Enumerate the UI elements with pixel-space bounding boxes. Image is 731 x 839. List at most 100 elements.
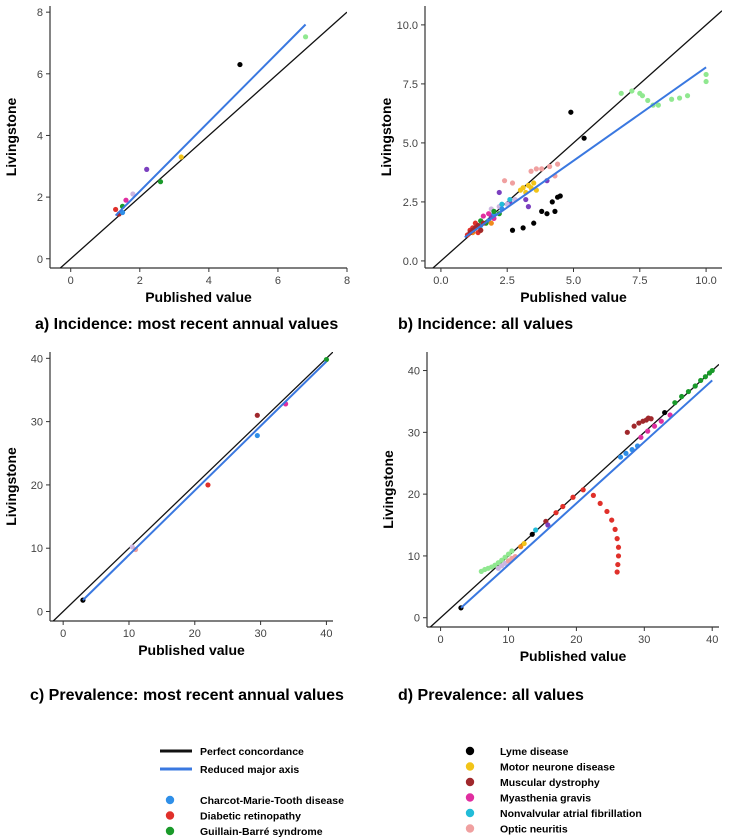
data-point [553,510,559,516]
data-point [488,220,494,226]
x-tick-label: 30 [254,628,266,640]
data-point [703,78,709,85]
x-tick-label: 20 [570,634,582,646]
data-point [648,416,654,422]
data-point [552,208,558,214]
y-tick-label: 40 [31,353,43,365]
x-axis-title: Published value [520,648,627,664]
data-point [581,135,587,141]
data-point [679,393,685,400]
data-point [237,61,243,68]
data-point [520,225,526,231]
data-point [614,536,620,542]
chart-panel: 0 10 20 30 40 0 10 20 30 40 Published value Livings… [3,352,344,704]
x-tick-label: 10 [502,634,514,646]
legend-label: Muscular dystrophy [500,777,600,789]
reduced-major-axis-line [114,23,307,217]
data-point [501,178,508,184]
data-point [531,180,537,186]
data-point [645,97,651,104]
legend-marker [465,793,475,802]
panel-caption: c) Prevalence: most recent annual values [30,687,344,704]
data-point [507,196,513,203]
y-tick-label: 2.5 [403,197,418,209]
legend-marker [165,811,175,820]
x-tick-label: 0 [60,628,66,640]
reduced-major-axis-line [460,379,713,609]
data-point [509,227,516,233]
legend-line-label: Reduced major axis [200,764,299,776]
data-point [614,569,620,575]
panel-caption: a) Incidence: most recent annual values [35,316,338,333]
data-point [702,374,709,380]
data-point [480,213,486,219]
data-point [113,206,119,213]
y-tick-label: 10 [408,551,420,563]
legend-label: Nonvalvular atrial fibrillation [500,808,642,820]
y-tick-label: 4 [37,130,43,142]
data-point [631,423,637,429]
data-point [618,90,624,96]
data-point [639,93,646,99]
data-point [570,494,576,500]
legend-marker [465,777,475,787]
x-tick-label: 10.0 [695,275,716,287]
data-point [178,154,184,160]
data-point [624,429,630,435]
y-tick-label: 30 [408,427,420,439]
data-point [590,492,596,498]
legend-label: Guillain-Barré syndrome [200,826,323,838]
data-point [615,553,622,559]
x-tick-label: 0 [438,634,444,646]
data-point [709,367,715,374]
data-point [545,522,551,528]
data-point [254,412,260,418]
x-tick-label: 6 [275,275,281,287]
data-point [502,554,508,560]
data-point [130,191,136,197]
y-axis-title: Livingstone [378,98,394,177]
data-point [533,166,539,172]
y-tick-label: 20 [408,489,420,501]
y-tick-label: 10 [31,543,43,555]
legend-marker [465,746,475,756]
data-point [655,102,661,108]
x-tick-label: 0 [68,275,74,287]
x-tick-label: 5.0 [566,275,581,287]
data-point [528,168,534,174]
data-point [521,540,527,547]
data-point [123,197,129,203]
data-point [623,450,629,456]
y-axis-title: Livingstone [380,450,396,529]
x-tick-label: 7.5 [632,275,647,287]
y-tick-label: 40 [408,366,420,378]
data-point [499,201,505,207]
chart-panel: 0 2 4 6 8 0 2 4 6 8 Published value Livingstone a) I… [3,6,350,333]
x-tick-label: 2.5 [500,275,515,287]
data-point [525,204,532,210]
data-point [651,423,658,429]
y-tick-label: 2 [37,192,43,204]
data-point [698,377,704,384]
legend-label: Motor neurone disease [500,762,615,774]
chart-panel: 0 10 20 30 40 0 10 20 30 40 Published value Livings… [380,352,719,704]
legend-label: Myasthenia gravis [500,793,591,805]
data-point [669,96,675,102]
y-tick-label: 8 [37,7,43,19]
data-point [638,434,644,440]
data-point [531,220,537,226]
x-tick-label: 8 [344,275,350,287]
data-point [662,409,668,416]
data-point [692,383,698,389]
legend-label: Diabetic retinopathy [200,811,301,823]
legend-label: Charcot-Marie-Tooth disease [200,795,344,807]
data-point [645,428,651,434]
y-tick-label: 0.0 [403,256,418,268]
y-tick-label: 10.0 [397,20,418,32]
data-point [549,199,555,205]
y-tick-label: 30 [31,417,43,429]
data-point [323,356,330,363]
data-point [547,163,553,170]
data-point [499,557,505,563]
